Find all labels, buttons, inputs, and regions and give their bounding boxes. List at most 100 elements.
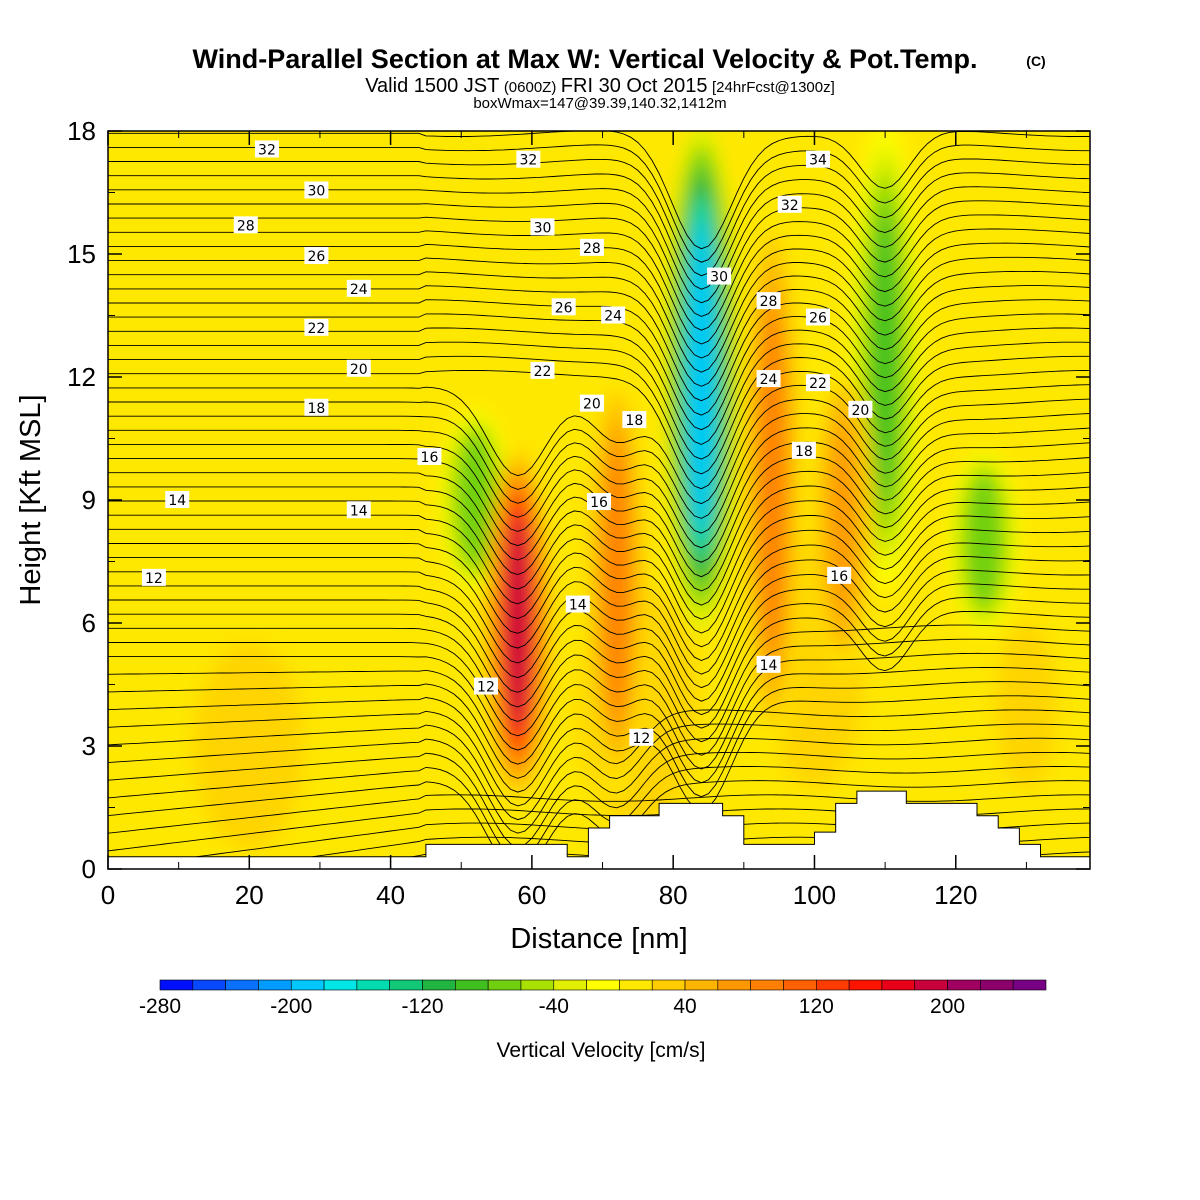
contour-label: 24 — [601, 306, 626, 325]
isentrope-line — [108, 327, 1090, 445]
contour-label-text: 14 — [760, 658, 778, 674]
contour-label: 30 — [304, 181, 329, 199]
contour-label: 20 — [848, 400, 873, 419]
box-info: boxWmax=147@39.39,140.32,1412m — [473, 95, 726, 112]
isentrope-line — [108, 270, 1090, 387]
isentrope-line — [108, 794, 1090, 834]
downdraft-core — [689, 219, 714, 535]
x-tick-label: 80 — [659, 880, 688, 910]
contour-label: 30 — [530, 218, 555, 236]
contour-label-box — [587, 493, 611, 511]
contour-label-text: 34 — [809, 153, 827, 169]
isentrope-line — [108, 256, 1090, 373]
isentrope-line — [108, 737, 1090, 834]
isentrope-line — [108, 751, 1090, 848]
colorbar-swatch — [258, 979, 292, 991]
isentrope-line — [108, 158, 1090, 277]
colorbar-swatch — [356, 979, 391, 991]
colorbar-swatch — [815, 979, 850, 991]
contour-label-box — [707, 267, 732, 285]
contour-label: 16 — [587, 493, 611, 511]
contour-label-box — [629, 728, 654, 746]
colorbar-swatch — [192, 979, 226, 991]
isentrope-line — [108, 200, 1090, 317]
contour-label-text: 24 — [350, 282, 368, 298]
contour-label-box — [254, 140, 279, 158]
colorbar-swatch — [455, 979, 489, 991]
colorbar-swatch — [225, 979, 259, 991]
colorbar-swatch — [619, 979, 653, 991]
colorbar-swatch — [553, 979, 587, 991]
isentrope-line — [108, 556, 1090, 675]
isentrope-line — [108, 695, 1090, 812]
isentrope-line — [108, 766, 1090, 861]
contour-label-text: 32 — [519, 153, 537, 169]
colorbar-swatch — [586, 979, 620, 991]
contour-label: 32 — [254, 140, 279, 158]
colorbar-tick-label: 40 — [673, 995, 696, 1018]
y-tick-label: 9 — [82, 485, 96, 515]
colorbar-swatch — [684, 979, 719, 991]
contour-label-text: 24 — [760, 372, 778, 388]
colorbar-swatch — [487, 979, 522, 991]
contour-label-box — [756, 292, 781, 310]
isentrope-line — [108, 427, 1090, 549]
x-tick-label: 40 — [376, 880, 405, 910]
contour-labels: 32 30 28 26 24 22 20 18 16 14 14 12 32 30 28 26 24 22 20 18… — [141, 140, 873, 747]
contour-label: 26 — [806, 308, 831, 327]
contour-label: 12 — [473, 677, 498, 696]
isentrope-line — [108, 583, 1090, 702]
isentrope-line — [108, 285, 1090, 402]
contour-label-box — [601, 306, 626, 324]
isentrope-line — [108, 413, 1090, 534]
isentrope-line — [108, 299, 1090, 416]
isentrope-line — [108, 681, 1090, 798]
contour-label-box — [806, 308, 831, 326]
contour-label-box — [346, 279, 371, 297]
contour-label-box — [579, 394, 604, 412]
y-axis-label: Height [Kft MSL] — [15, 394, 47, 605]
w-background-patch — [194, 643, 305, 849]
y-tick-label: 3 — [82, 731, 96, 761]
contour-label-text: 30 — [307, 183, 325, 199]
x-tick-label: 20 — [235, 880, 264, 910]
contour-label-box — [165, 491, 190, 508]
contour-label: 24 — [346, 279, 371, 298]
isentrope-line — [108, 597, 1090, 716]
contour-label: 14 — [346, 501, 371, 519]
isentrope-line — [108, 652, 1090, 770]
contour-label-text: 12 — [632, 731, 650, 747]
contour-label-text: 18 — [795, 444, 813, 460]
y-tick-label: 12 — [67, 362, 96, 392]
contour-label-text: 30 — [710, 270, 728, 286]
contour-label: 18 — [622, 411, 647, 429]
isentrope-line — [108, 355, 1090, 475]
contour-label-box — [806, 150, 831, 168]
isentrope-line — [108, 528, 1090, 648]
contour-label-box — [304, 181, 329, 199]
contour-label-text: 26 — [307, 249, 325, 265]
colorbar-tick-label: -120 — [402, 995, 444, 1018]
isentrope-line — [108, 214, 1090, 331]
downdraft-core — [873, 211, 898, 502]
colorbar-swatch — [783, 979, 817, 991]
contour-label-text: 24 — [604, 309, 622, 325]
contour-label-text: 22 — [809, 376, 827, 392]
contour-label-text: 16 — [830, 569, 848, 585]
contour-label-box — [141, 568, 166, 586]
contour-label: 12 — [141, 568, 166, 587]
y-tick-label: 18 — [67, 116, 96, 146]
isentrope-line — [108, 542, 1090, 661]
contour-label-text: 20 — [583, 397, 601, 413]
colorbar-swatch — [717, 979, 751, 991]
contour-label-text: 12 — [145, 571, 163, 587]
downdraft-core — [972, 481, 997, 601]
isentrope-line — [108, 709, 1090, 807]
colorbar-swatch — [848, 979, 883, 991]
colorbar-swatch — [323, 979, 358, 991]
contour-label: 14 — [756, 655, 781, 674]
colorbar-tick-label: 120 — [799, 995, 834, 1018]
isentrope-line — [108, 485, 1090, 606]
contour-label: 16 — [417, 447, 442, 466]
